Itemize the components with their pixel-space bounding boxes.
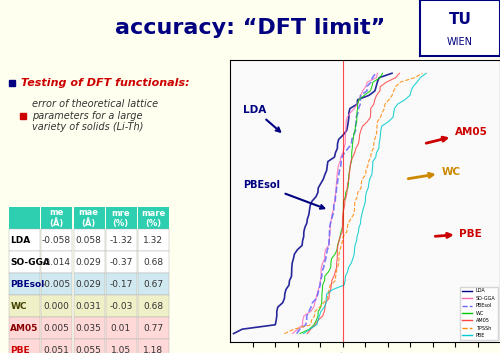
Text: me
(Å): me (Å) bbox=[49, 208, 64, 228]
FancyBboxPatch shape bbox=[74, 295, 104, 317]
Text: WC: WC bbox=[408, 167, 461, 179]
FancyBboxPatch shape bbox=[9, 273, 40, 295]
Text: AM05: AM05 bbox=[10, 324, 38, 333]
FancyBboxPatch shape bbox=[74, 273, 104, 295]
FancyBboxPatch shape bbox=[9, 339, 40, 353]
FancyBboxPatch shape bbox=[138, 317, 169, 339]
Text: 0.68: 0.68 bbox=[143, 258, 163, 267]
FancyBboxPatch shape bbox=[9, 295, 40, 317]
Legend: LDA, SO-GGA, PBEsol, WC, AM05, TPSSh, PBE: LDA, SO-GGA, PBEsol, WC, AM05, TPSSh, PB… bbox=[460, 287, 498, 340]
FancyBboxPatch shape bbox=[138, 207, 169, 229]
Text: 0.005: 0.005 bbox=[44, 324, 70, 333]
FancyBboxPatch shape bbox=[42, 295, 72, 317]
FancyBboxPatch shape bbox=[138, 229, 169, 251]
Text: 1.05: 1.05 bbox=[110, 346, 131, 353]
Text: error of theoretical lattice
parameters for a large
variety of solids (Li-Th): error of theoretical lattice parameters … bbox=[32, 99, 158, 132]
Text: 0.01: 0.01 bbox=[110, 324, 131, 333]
Text: PBE: PBE bbox=[10, 346, 30, 353]
FancyBboxPatch shape bbox=[106, 295, 137, 317]
Text: -1.32: -1.32 bbox=[109, 236, 132, 245]
Text: PBE: PBE bbox=[436, 228, 482, 239]
Text: AM05: AM05 bbox=[426, 127, 488, 143]
FancyBboxPatch shape bbox=[42, 229, 72, 251]
FancyBboxPatch shape bbox=[42, 317, 72, 339]
FancyBboxPatch shape bbox=[138, 251, 169, 273]
FancyBboxPatch shape bbox=[42, 339, 72, 353]
FancyBboxPatch shape bbox=[74, 207, 104, 229]
FancyBboxPatch shape bbox=[106, 251, 137, 273]
FancyBboxPatch shape bbox=[9, 251, 40, 273]
Text: mre
(%): mre (%) bbox=[112, 209, 130, 228]
FancyBboxPatch shape bbox=[138, 339, 169, 353]
Text: 0.035: 0.035 bbox=[76, 324, 102, 333]
Text: PBEsol: PBEsol bbox=[10, 280, 44, 289]
FancyBboxPatch shape bbox=[106, 273, 137, 295]
FancyBboxPatch shape bbox=[9, 207, 40, 229]
Text: -0.014: -0.014 bbox=[42, 258, 71, 267]
Text: -0.005: -0.005 bbox=[42, 280, 71, 289]
FancyBboxPatch shape bbox=[138, 295, 169, 317]
Text: mae
(Å): mae (Å) bbox=[78, 208, 98, 228]
Text: 0.051: 0.051 bbox=[44, 346, 70, 353]
Text: 0.055: 0.055 bbox=[76, 346, 102, 353]
FancyBboxPatch shape bbox=[74, 251, 104, 273]
Text: 0.77: 0.77 bbox=[143, 324, 163, 333]
FancyBboxPatch shape bbox=[42, 273, 72, 295]
FancyBboxPatch shape bbox=[9, 229, 40, 251]
FancyBboxPatch shape bbox=[74, 339, 104, 353]
FancyBboxPatch shape bbox=[106, 207, 137, 229]
Text: accuracy: “DFT limit”: accuracy: “DFT limit” bbox=[115, 18, 385, 38]
Text: WC: WC bbox=[10, 301, 27, 311]
Text: -0.37: -0.37 bbox=[109, 258, 132, 267]
Text: 0.031: 0.031 bbox=[76, 301, 102, 311]
Text: TU: TU bbox=[448, 12, 471, 27]
FancyBboxPatch shape bbox=[106, 229, 137, 251]
Text: 0.000: 0.000 bbox=[44, 301, 70, 311]
Text: 0.67: 0.67 bbox=[143, 280, 163, 289]
Text: 0.029: 0.029 bbox=[76, 258, 102, 267]
Text: -0.17: -0.17 bbox=[109, 280, 132, 289]
FancyBboxPatch shape bbox=[106, 317, 137, 339]
Text: 1.18: 1.18 bbox=[143, 346, 163, 353]
Text: 0.058: 0.058 bbox=[76, 236, 102, 245]
Text: PBEsol: PBEsol bbox=[244, 180, 324, 209]
Text: 0.029: 0.029 bbox=[76, 280, 102, 289]
Text: WIEN: WIEN bbox=[447, 37, 473, 47]
Text: 1.32: 1.32 bbox=[143, 236, 163, 245]
Text: -0.058: -0.058 bbox=[42, 236, 71, 245]
Text: LDA: LDA bbox=[244, 105, 280, 132]
FancyBboxPatch shape bbox=[42, 207, 72, 229]
Text: SO-GGA: SO-GGA bbox=[10, 258, 50, 267]
FancyBboxPatch shape bbox=[106, 339, 137, 353]
Text: 0.68: 0.68 bbox=[143, 301, 163, 311]
FancyBboxPatch shape bbox=[138, 273, 169, 295]
FancyBboxPatch shape bbox=[74, 317, 104, 339]
Text: -0.03: -0.03 bbox=[109, 301, 132, 311]
FancyBboxPatch shape bbox=[74, 229, 104, 251]
Text: mare
(%): mare (%) bbox=[141, 209, 165, 228]
FancyBboxPatch shape bbox=[9, 317, 40, 339]
Text: Testing of DFT functionals:: Testing of DFT functionals: bbox=[20, 78, 190, 89]
FancyBboxPatch shape bbox=[42, 251, 72, 273]
Text: LDA: LDA bbox=[10, 236, 30, 245]
